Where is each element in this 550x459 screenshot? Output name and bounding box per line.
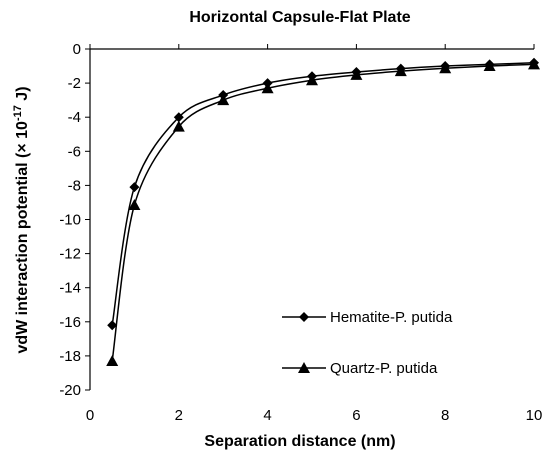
legend: Hematite-P. putida Quartz-P. putida: [282, 309, 453, 377]
data-point-triangle: [350, 68, 363, 80]
data-point-triangle: [106, 355, 119, 367]
data-point-triangle: [217, 94, 230, 106]
y-axis-label-main: vdW interaction potential (× 10: [14, 121, 31, 354]
data-point-triangle: [483, 60, 496, 72]
x-tick-labels: 0 2 4 6 8 10: [86, 407, 543, 424]
data-point-triangle: [394, 65, 407, 77]
y-tick-label: -4: [68, 109, 81, 126]
x-tick-label: 0: [86, 407, 94, 424]
y-tick-label: -2: [68, 75, 81, 92]
y-tick-label: -8: [68, 177, 81, 194]
x-tick-label: 10: [526, 407, 543, 424]
series-line-1: [111, 63, 535, 362]
legend-label-hematite: Hematite-P. putida: [330, 309, 453, 326]
data-point-triangle: [172, 120, 185, 132]
x-tick-label: 8: [441, 407, 449, 424]
data-point-diamond: [129, 182, 140, 193]
y-axis-label-exponent: -17: [12, 105, 24, 121]
data-point-triangle: [528, 58, 540, 70]
data-point-diamond: [107, 320, 118, 331]
data-point-triangle: [128, 199, 141, 211]
data-point-diamond: [173, 112, 184, 123]
y-axis-label: vdW interaction potential (× 10-17 J): [12, 86, 31, 353]
y-tick-label: -10: [59, 212, 81, 229]
data-point-triangle: [261, 82, 274, 94]
y-tick-labels: 0 -2 -4 -6 -8 -10 -12 -14 -16 -18 -20: [59, 41, 81, 399]
data-point-triangle: [306, 74, 318, 86]
y-tick-label: 0: [73, 41, 81, 58]
x-tick-label: 4: [263, 407, 271, 424]
plot-area: [90, 49, 534, 390]
y-tick-label: -16: [59, 314, 81, 331]
y-tick-label: -12: [59, 246, 81, 263]
x-tick-marks: [89, 44, 535, 49]
y-tick-label: -20: [59, 382, 81, 399]
chart-title: Horizontal Capsule-Flat Plate: [189, 9, 410, 26]
y-tick-marks: [85, 48, 90, 391]
y-tick-label: -18: [59, 348, 81, 365]
legend-label-quartz: Quartz-P. putida: [330, 360, 438, 377]
y-axis-label-tail: J): [14, 86, 31, 105]
legend-marker-quartz: [298, 362, 310, 373]
series-line-0: [111, 62, 535, 326]
x-tick-label: 6: [352, 407, 360, 424]
y-tick-label: -6: [68, 143, 81, 160]
data-point-triangle: [439, 62, 452, 74]
series-lines: [111, 62, 535, 362]
x-tick-label: 2: [175, 407, 183, 424]
y-tick-label: -14: [59, 280, 81, 297]
series-markers: [106, 57, 540, 367]
legend-marker-hematite: [299, 312, 309, 322]
x-axis-label: Separation distance (nm): [204, 433, 395, 450]
